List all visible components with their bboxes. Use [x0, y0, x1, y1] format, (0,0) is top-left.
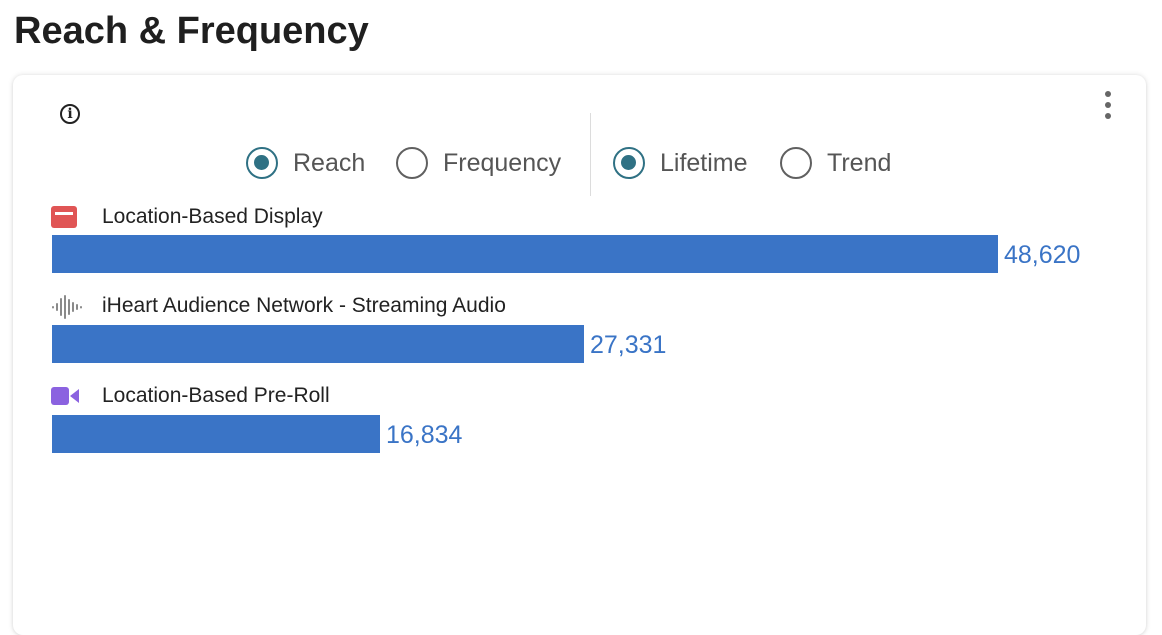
audio-waveform-icon	[51, 295, 82, 319]
radio-reach[interactable]: Reach	[246, 147, 365, 179]
radio-frequency-label: Frequency	[443, 148, 562, 177]
bar-value-label: 16,834	[386, 421, 463, 449]
bar-iheart-streaming-audio	[52, 325, 584, 363]
radio-lifetime-circle[interactable]	[613, 147, 645, 179]
radio-frequency-circle[interactable]	[396, 147, 428, 179]
category-label: Location-Based Pre-Roll	[102, 384, 330, 407]
radio-lifetime[interactable]: Lifetime	[613, 147, 748, 179]
radio-lifetime-label: Lifetime	[660, 148, 748, 177]
more-vertical-icon[interactable]	[1099, 91, 1119, 121]
info-icon[interactable]: i	[60, 104, 80, 124]
bar-value-label: 48,620	[1004, 241, 1081, 269]
reach-frequency-card: i Reach Frequency Lifetime Trend	[13, 75, 1146, 635]
bar-location-based-display	[52, 235, 998, 273]
radio-reach-circle[interactable]	[246, 147, 278, 179]
chart-controls: Reach Frequency Lifetime Trend	[13, 145, 1146, 185]
radio-trend[interactable]: Trend	[780, 147, 891, 179]
controls-divider	[590, 113, 591, 196]
page-title: Reach & Frequency	[14, 10, 369, 52]
radio-trend-circle[interactable]	[780, 147, 812, 179]
bar-value-label: 27,331	[590, 331, 667, 359]
radio-trend-label: Trend	[827, 148, 892, 177]
row-label-audio: iHeart Audience Network - Streaming Audi…	[51, 294, 506, 319]
video-camera-icon	[51, 385, 79, 407]
category-label: Location-Based Display	[102, 205, 323, 228]
radio-frequency[interactable]: Frequency	[396, 147, 561, 179]
row-label-preroll: Location-Based Pre-Roll	[51, 384, 330, 408]
radio-reach-label: Reach	[293, 148, 366, 177]
row-label-display: Location-Based Display	[51, 205, 323, 229]
display-ad-icon	[51, 206, 77, 228]
category-label: iHeart Audience Network - Streaming Audi…	[102, 294, 506, 317]
bar-location-based-pre-roll	[52, 415, 380, 453]
